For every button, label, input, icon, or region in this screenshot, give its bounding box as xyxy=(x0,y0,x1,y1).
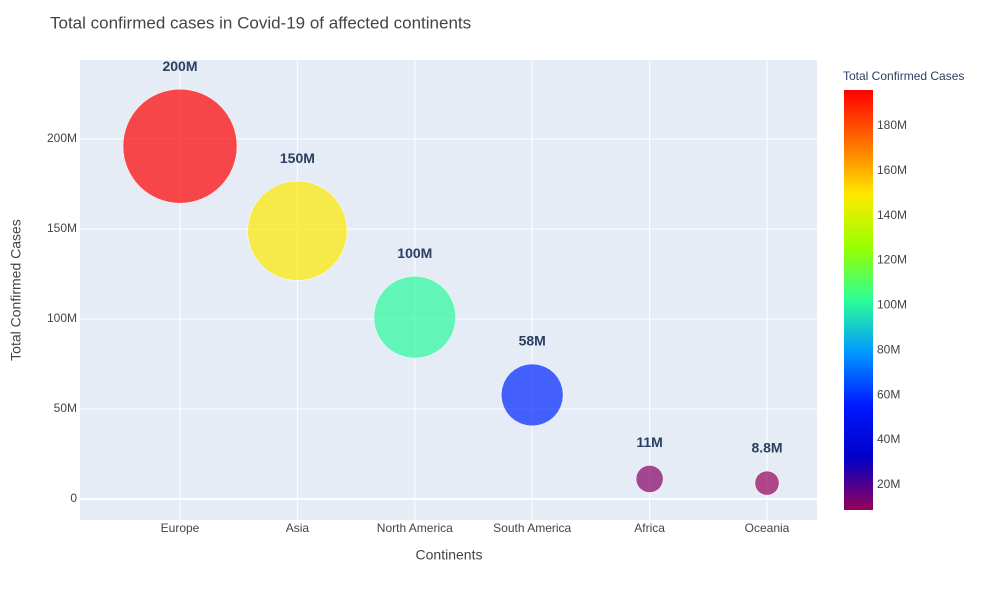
x-tick-label: South America xyxy=(493,521,571,535)
x-tick-label: Europe xyxy=(161,521,200,535)
colorbar-tick-label: 160M xyxy=(877,163,907,177)
value-label: 150M xyxy=(280,150,315,166)
bubble xyxy=(500,363,564,427)
chart-title: Total confirmed cases in Covid-19 of aff… xyxy=(50,13,471,32)
y-tick-label: 200M xyxy=(47,131,77,145)
colorbar-tick-label: 120M xyxy=(877,253,907,267)
y-tick-label: 100M xyxy=(47,311,77,325)
value-label: 100M xyxy=(397,245,432,261)
bubble xyxy=(635,465,664,493)
bubble xyxy=(247,180,348,281)
y-tick-label: 0 xyxy=(70,491,77,505)
colorbar-tick-label: 140M xyxy=(877,208,907,222)
bubble xyxy=(122,88,238,204)
colorbar xyxy=(844,90,873,510)
y-tick-label: 150M xyxy=(47,221,77,235)
colorbar-tick-label: 180M xyxy=(877,118,907,132)
value-label: 8.8M xyxy=(751,440,782,456)
x-tick-label: Oceania xyxy=(745,521,790,535)
colorbar-tick-label: 40M xyxy=(877,432,900,446)
colorbar-tick-label: 20M xyxy=(877,477,900,491)
x-axis-title: Continents xyxy=(416,547,483,563)
colorbar-tick-label: 100M xyxy=(877,298,907,312)
value-label: 58M xyxy=(519,333,546,349)
value-label: 11M xyxy=(636,434,662,450)
colorbar-tick-label: 80M xyxy=(877,342,900,356)
bubble xyxy=(754,470,780,496)
x-tick-label: North America xyxy=(377,521,453,535)
colorbar-tick-label: 60M xyxy=(877,387,900,401)
y-tick-label: 50M xyxy=(54,401,77,415)
colorbar-title: Total Confirmed Cases xyxy=(843,69,964,83)
x-tick-label: Asia xyxy=(286,521,310,535)
value-label: 200M xyxy=(162,58,197,74)
y-axis-title: Total Confirmed Cases xyxy=(8,219,24,361)
x-tick-label: Africa xyxy=(634,521,665,535)
bubble xyxy=(373,276,456,359)
